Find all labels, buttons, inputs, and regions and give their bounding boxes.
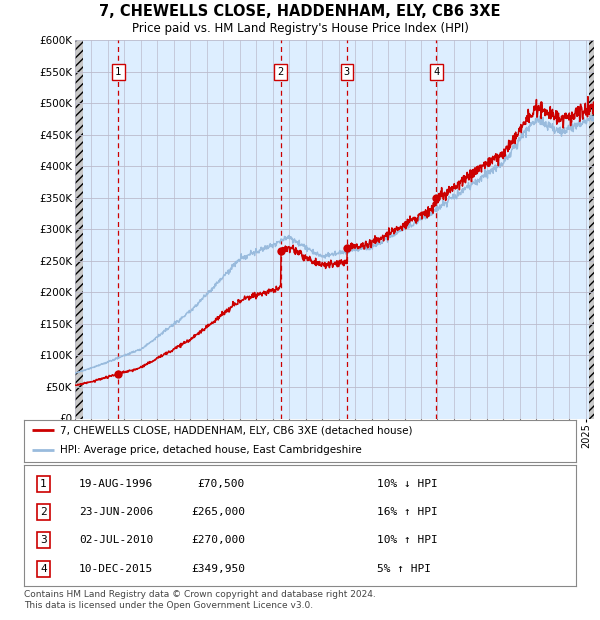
Text: HPI: Average price, detached house, East Cambridgeshire: HPI: Average price, detached house, East… <box>60 445 362 455</box>
Text: 2: 2 <box>40 507 47 517</box>
Text: 10% ↑ HPI: 10% ↑ HPI <box>377 535 438 545</box>
Text: 1: 1 <box>40 479 47 489</box>
Text: 7, CHEWELLS CLOSE, HADDENHAM, ELY, CB6 3XE (detached house): 7, CHEWELLS CLOSE, HADDENHAM, ELY, CB6 3… <box>60 425 412 435</box>
Text: 7, CHEWELLS CLOSE, HADDENHAM, ELY, CB6 3XE: 7, CHEWELLS CLOSE, HADDENHAM, ELY, CB6 3… <box>99 4 501 19</box>
Text: £270,000: £270,000 <box>191 535 245 545</box>
Text: 10-DEC-2015: 10-DEC-2015 <box>79 564 154 574</box>
Text: £70,500: £70,500 <box>197 479 245 489</box>
Text: 23-JUN-2006: 23-JUN-2006 <box>79 507 154 517</box>
Text: 19-AUG-1996: 19-AUG-1996 <box>79 479 154 489</box>
Text: 02-JUL-2010: 02-JUL-2010 <box>79 535 154 545</box>
Text: Price paid vs. HM Land Registry's House Price Index (HPI): Price paid vs. HM Land Registry's House … <box>131 22 469 35</box>
Text: 3: 3 <box>344 67 350 77</box>
Text: 4: 4 <box>40 564 47 574</box>
Bar <box>589 40 594 419</box>
Text: Contains HM Land Registry data © Crown copyright and database right 2024.
This d: Contains HM Land Registry data © Crown c… <box>24 590 376 609</box>
Text: 16% ↑ HPI: 16% ↑ HPI <box>377 507 438 517</box>
Bar <box>75 40 83 419</box>
Text: 4: 4 <box>433 67 440 77</box>
Text: 2: 2 <box>277 67 284 77</box>
Text: 5% ↑ HPI: 5% ↑ HPI <box>377 564 431 574</box>
Text: 10% ↓ HPI: 10% ↓ HPI <box>377 479 438 489</box>
Text: £349,950: £349,950 <box>191 564 245 574</box>
Text: 3: 3 <box>40 535 47 545</box>
Text: £265,000: £265,000 <box>191 507 245 517</box>
Text: 1: 1 <box>115 67 121 77</box>
